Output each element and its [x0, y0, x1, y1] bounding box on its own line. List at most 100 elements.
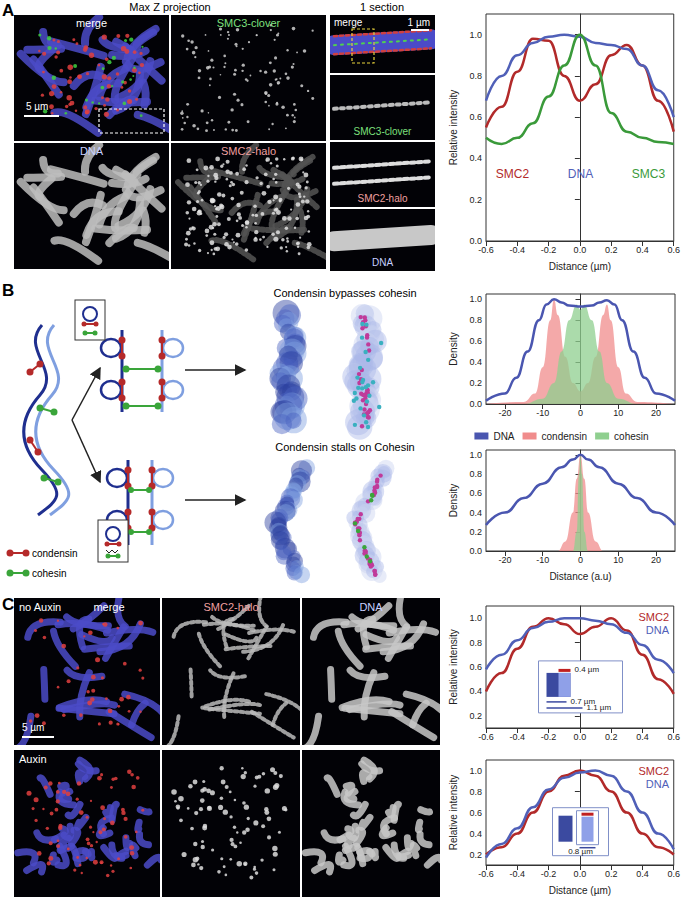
svg-text:DNA: DNA	[80, 145, 104, 157]
svg-text:Distance (a.u): Distance (a.u)	[549, 571, 611, 582]
svg-text:0.2: 0.2	[469, 711, 482, 721]
svg-text:0.8: 0.8	[469, 71, 482, 81]
svg-text:-0.2: -0.2	[541, 245, 557, 255]
svg-text:0.8: 0.8	[469, 469, 482, 479]
svg-text:cohesin: cohesin	[32, 568, 66, 579]
svg-text:0.2: 0.2	[605, 869, 618, 879]
svg-text:0.8: 0.8	[469, 638, 482, 648]
svg-text:0.6: 0.6	[469, 662, 482, 672]
svg-text:DNA: DNA	[359, 601, 383, 613]
svg-text:DNA: DNA	[568, 167, 593, 181]
svg-text:0: 0	[578, 555, 583, 565]
svg-text:0.8: 0.8	[469, 787, 482, 797]
svg-text:-10: -10	[536, 555, 549, 565]
svg-text:-0.2: -0.2	[541, 869, 557, 879]
svg-text:SMC3-clover: SMC3-clover	[354, 126, 412, 137]
svg-text:5 µm: 5 µm	[26, 101, 48, 112]
svg-text:Auxin: Auxin	[19, 753, 47, 765]
svg-text:SMC3-clover: SMC3-clover	[217, 17, 281, 29]
svg-text:20: 20	[651, 555, 661, 565]
svg-text:SMC2-halo: SMC2-halo	[221, 145, 276, 157]
svg-text:0.4: 0.4	[469, 829, 482, 839]
svg-text:condensin: condensin	[32, 548, 78, 559]
svg-text:-20: -20	[498, 408, 511, 418]
svg-text:-0.4: -0.4	[510, 245, 526, 255]
svg-text:Distance (µm): Distance (µm)	[549, 261, 611, 272]
svg-text:0.2: 0.2	[469, 378, 482, 388]
svg-text:0.6: 0.6	[667, 869, 680, 879]
svg-text:0.4: 0.4	[636, 245, 649, 255]
svg-text:0.2: 0.2	[469, 527, 482, 537]
svg-text:0.4: 0.4	[469, 686, 482, 696]
svg-text:0.6: 0.6	[469, 336, 482, 346]
svg-text:Condensin stalls on Cohesin: Condensin stalls on Cohesin	[275, 441, 414, 453]
svg-text:0.2: 0.2	[469, 195, 482, 205]
svg-text:condensin: condensin	[542, 431, 588, 442]
svg-text:merge: merge	[334, 17, 363, 28]
svg-text:SMC3: SMC3	[632, 167, 666, 181]
svg-text:1.0: 1.0	[469, 30, 482, 40]
svg-text:10: 10	[613, 555, 623, 565]
svg-text:0.0: 0.0	[574, 869, 587, 879]
svg-text:0.4: 0.4	[469, 153, 482, 163]
svg-text:0.6: 0.6	[469, 488, 482, 498]
svg-text:0.4: 0.4	[636, 732, 649, 742]
svg-text:0.0: 0.0	[469, 546, 482, 556]
svg-text:0.6: 0.6	[469, 112, 482, 122]
svg-text:0.4: 0.4	[636, 869, 649, 879]
svg-text:Max Z projection: Max Z projection	[129, 1, 210, 13]
svg-text:DNA: DNA	[493, 431, 514, 442]
svg-text:Condensin bypasses cohesin: Condensin bypasses cohesin	[273, 287, 416, 299]
svg-text:0.2: 0.2	[605, 732, 618, 742]
svg-text:cohesin: cohesin	[614, 431, 648, 442]
svg-text:no Auxin: no Auxin	[19, 601, 61, 613]
svg-text:merge: merge	[76, 17, 107, 29]
svg-text:0.2: 0.2	[469, 850, 482, 860]
svg-text:Density: Density	[448, 332, 459, 365]
svg-text:1.0: 1.0	[469, 450, 482, 460]
svg-text:-0.4: -0.4	[510, 732, 526, 742]
svg-text:DNA: DNA	[372, 257, 393, 268]
svg-text:1 section: 1 section	[360, 1, 404, 13]
svg-text:-0.2: -0.2	[541, 732, 557, 742]
svg-text:-0.6: -0.6	[478, 732, 494, 742]
svg-text:0.0: 0.0	[469, 399, 482, 409]
svg-text:0.6: 0.6	[469, 808, 482, 818]
svg-text:1.0: 1.0	[469, 294, 482, 304]
svg-text:C: C	[2, 595, 14, 614]
svg-text:-0.6: -0.6	[478, 869, 494, 879]
svg-text:Relative intensity: Relative intensity	[448, 775, 459, 851]
svg-text:DNA: DNA	[646, 778, 670, 790]
svg-text:1 µm: 1 µm	[408, 17, 430, 28]
svg-text:0.0: 0.0	[574, 245, 587, 255]
svg-text:10: 10	[613, 408, 623, 418]
svg-text:5 µm: 5 µm	[22, 722, 44, 733]
svg-text:0.8 µm: 0.8 µm	[568, 847, 593, 856]
svg-text:Relative intensity: Relative intensity	[448, 90, 459, 166]
svg-text:0.6: 0.6	[667, 245, 680, 255]
svg-text:SMC2-halo: SMC2-halo	[357, 193, 407, 204]
svg-text:-10: -10	[536, 408, 549, 418]
svg-text:0.4: 0.4	[469, 357, 482, 367]
svg-text:Relative intensity: Relative intensity	[448, 629, 459, 705]
svg-text:-0.6: -0.6	[478, 245, 494, 255]
svg-text:1.0: 1.0	[469, 613, 482, 623]
svg-text:SMC2-halo: SMC2-halo	[203, 601, 258, 613]
svg-text:0.4: 0.4	[469, 508, 482, 518]
svg-text:Density: Density	[448, 484, 459, 517]
svg-text:0.0: 0.0	[574, 732, 587, 742]
svg-text:20: 20	[651, 408, 661, 418]
svg-text:0.4 µm: 0.4 µm	[575, 665, 600, 674]
svg-text:1.1 µm: 1.1 µm	[587, 703, 612, 712]
svg-text:SMC2: SMC2	[638, 765, 669, 777]
svg-text:merge: merge	[93, 601, 124, 613]
svg-text:-0.4: -0.4	[510, 869, 526, 879]
svg-text:0.6: 0.6	[667, 732, 680, 742]
svg-text:DNA: DNA	[646, 624, 670, 636]
svg-text:0.8: 0.8	[469, 315, 482, 325]
svg-text:A: A	[2, 1, 14, 20]
svg-text:0.2: 0.2	[605, 245, 618, 255]
svg-text:Distance (µm): Distance (µm)	[549, 885, 611, 896]
svg-text:0: 0	[578, 408, 583, 418]
svg-text:-20: -20	[498, 555, 511, 565]
